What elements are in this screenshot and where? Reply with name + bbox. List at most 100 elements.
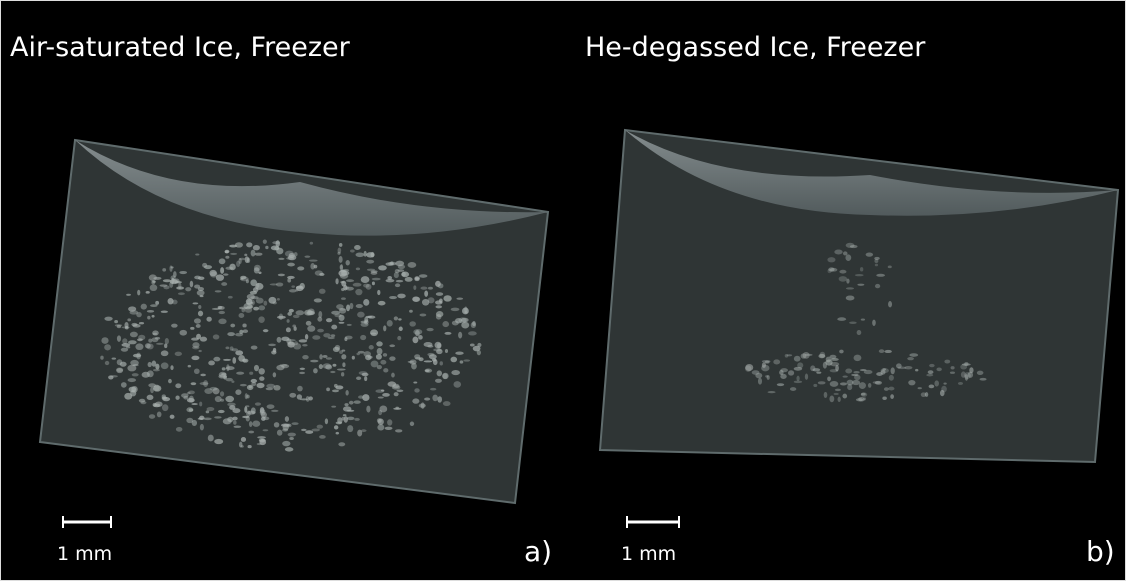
bubble (326, 318, 333, 323)
bubble (256, 382, 265, 389)
bubble (191, 419, 198, 426)
bubble (266, 404, 275, 409)
bubble (144, 343, 151, 349)
bubble (426, 327, 434, 332)
bubble (207, 434, 214, 442)
bubble (420, 286, 428, 290)
bubble (390, 261, 394, 266)
bubble (258, 305, 266, 311)
bubble (356, 376, 362, 381)
bubble (355, 252, 365, 258)
bubble (276, 315, 286, 319)
bubble (101, 337, 109, 344)
bubble (258, 316, 265, 323)
bubble (141, 371, 150, 378)
bubble (435, 300, 443, 305)
bubble (178, 282, 182, 290)
bubble (198, 349, 202, 353)
bubble (345, 286, 350, 290)
bubble (435, 305, 442, 309)
ice-surface (75, 140, 548, 236)
bubble (186, 407, 194, 413)
bubble (434, 341, 442, 349)
bubble (152, 385, 162, 392)
bubble (168, 378, 172, 384)
bubble (318, 311, 323, 319)
bubble (196, 290, 205, 296)
bubble (245, 279, 249, 284)
bubble (432, 359, 438, 366)
bubble (424, 290, 429, 297)
bubble (140, 303, 147, 310)
bubble (233, 420, 237, 425)
bubble (817, 381, 826, 385)
bubble (796, 375, 800, 382)
bubble (876, 273, 886, 277)
bubble (281, 336, 290, 342)
bubble (363, 319, 369, 325)
bubble (418, 357, 424, 362)
bubble (847, 384, 853, 391)
bubble (137, 289, 141, 296)
bubble (371, 281, 375, 286)
bubble (187, 364, 192, 368)
bubble (332, 363, 337, 367)
bubble (194, 275, 201, 280)
bubble (195, 253, 200, 256)
bubble (289, 392, 297, 398)
bubble (472, 321, 476, 327)
bubble (860, 392, 868, 397)
bubble (338, 256, 343, 263)
bubble (345, 279, 355, 283)
bubble (387, 419, 393, 426)
bubble (458, 317, 467, 324)
bubble (187, 390, 195, 395)
bubble (472, 345, 481, 352)
bubble (357, 311, 365, 318)
bubble (293, 326, 297, 331)
bubble (435, 378, 442, 383)
bubble (164, 337, 169, 345)
bubble (162, 279, 172, 283)
bubble (119, 361, 127, 367)
bubble (124, 392, 133, 400)
bubble (823, 391, 828, 398)
bubble (252, 420, 261, 427)
bubble (325, 364, 333, 370)
bubble (179, 270, 188, 275)
bubble (389, 356, 396, 361)
panel-a: Air-saturated Ice, Freezer 1 mm a) (10, 32, 552, 568)
bubble (787, 370, 795, 376)
bubble (248, 430, 255, 434)
bubble (344, 403, 349, 407)
bubble (348, 400, 354, 405)
bubble (827, 257, 836, 263)
bubble (227, 295, 233, 299)
scale-label: 1 mm (621, 543, 676, 565)
bubble (926, 373, 934, 377)
bubble (186, 417, 194, 424)
bubble (287, 275, 295, 279)
bubble (450, 307, 460, 312)
bubble (325, 357, 332, 360)
bubble (223, 358, 232, 361)
bubble (262, 239, 267, 244)
bubble (385, 278, 395, 283)
bubble (786, 354, 793, 357)
bubble (124, 326, 129, 330)
bubble (265, 387, 274, 391)
bubble (225, 366, 235, 371)
bubble (842, 251, 848, 256)
bubble (776, 383, 785, 387)
bubble (152, 332, 158, 335)
bubble (245, 298, 253, 305)
bubble (415, 330, 420, 337)
bubble (366, 259, 375, 264)
bubble (444, 348, 449, 354)
bubble (350, 249, 355, 253)
bubble (229, 244, 238, 248)
bubble (169, 414, 175, 419)
bubble (183, 395, 189, 400)
bubble (292, 314, 300, 319)
bubble (116, 335, 122, 342)
